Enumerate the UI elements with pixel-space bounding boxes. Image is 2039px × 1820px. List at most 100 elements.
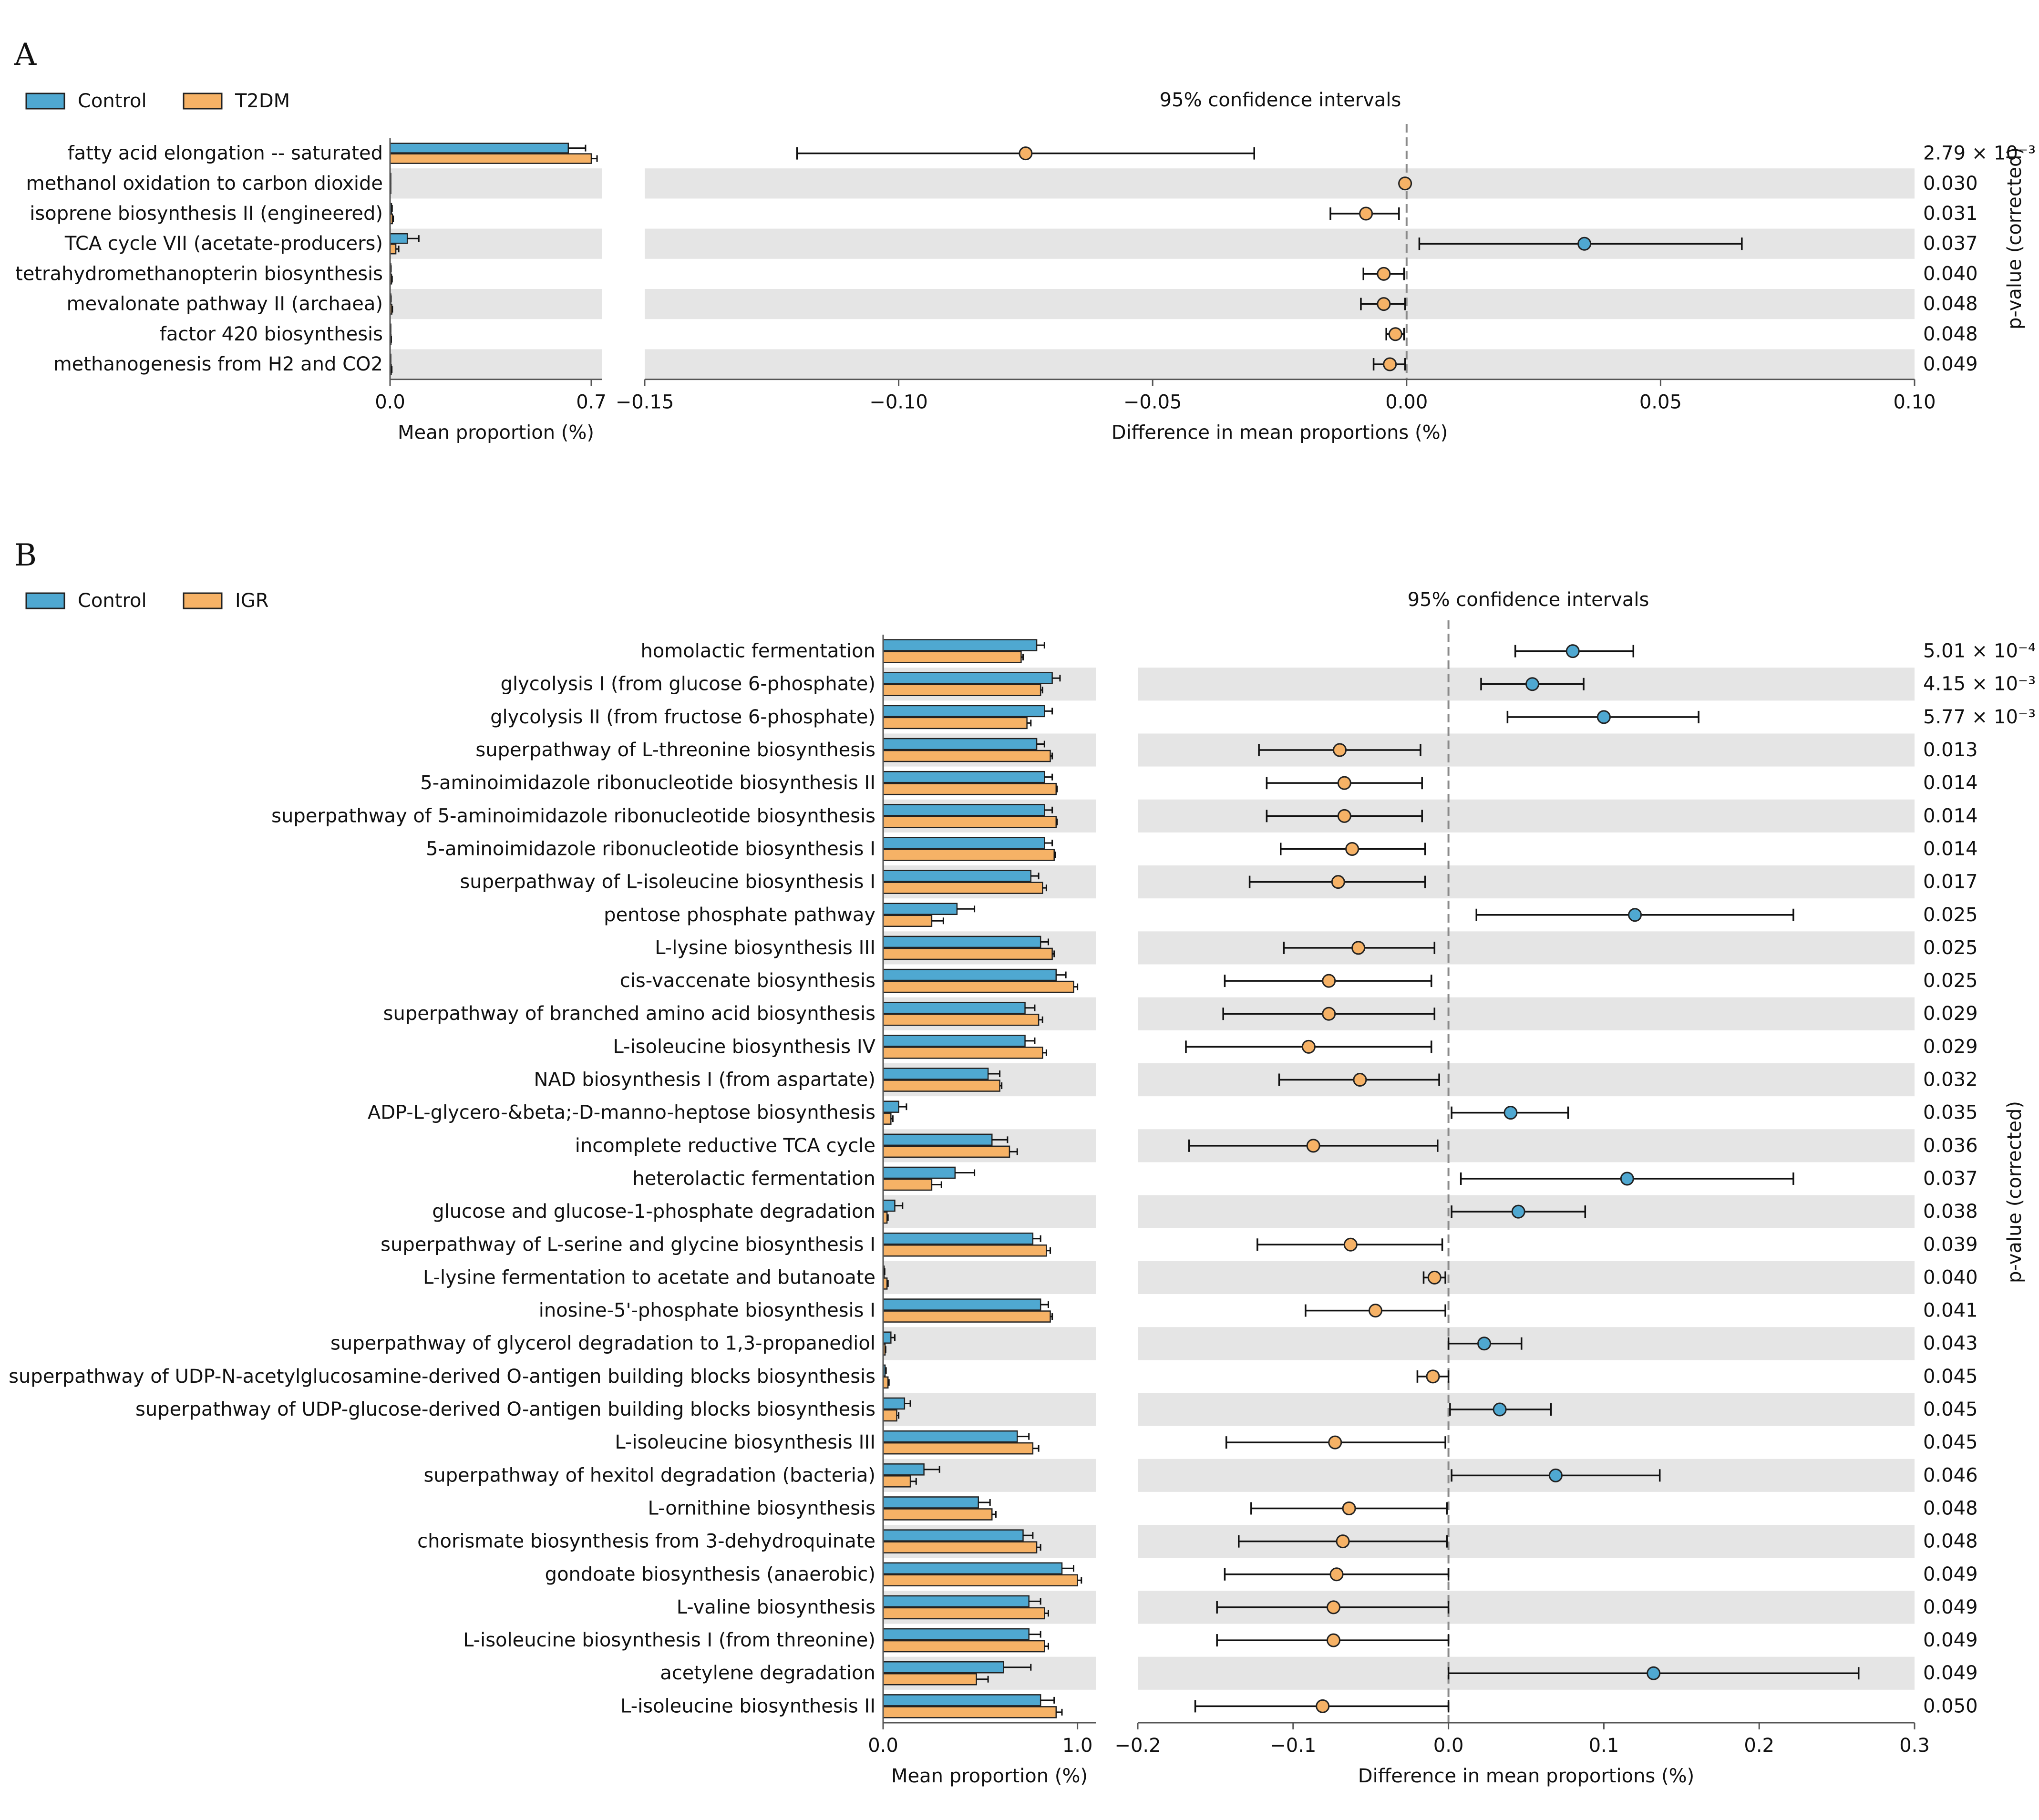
pathway-label: L-isoleucine biosynthesis III [615, 1431, 875, 1453]
ci-point [1359, 206, 1373, 221]
diff-axis-tick-label: −0.15 [616, 391, 674, 413]
p-value-label: 0.025 [1923, 970, 1978, 992]
mean-bar-control [882, 705, 1045, 718]
mean-bar-control [882, 1595, 1030, 1608]
row-shade-diff [1138, 931, 1915, 965]
mean-bar-control [882, 1199, 896, 1212]
mean-bar-case [389, 153, 592, 164]
diff-axis-tick-label: 0.0 [1433, 1735, 1464, 1757]
mean-bar-case [882, 1541, 1038, 1553]
p-value-label: 0.049 [1923, 353, 1978, 375]
mean-bar-control [389, 143, 569, 154]
ci-point [1327, 1600, 1341, 1614]
p-value-label: 0.045 [1923, 1431, 1978, 1453]
p-value-axis-title: p-value (corrected) [2004, 1101, 2026, 1283]
pathway-label: superpathway of L-serine and glycine bio… [381, 1234, 875, 1255]
mean-bar-control [882, 1298, 1041, 1311]
mean-bar-case [882, 1080, 1000, 1092]
p-value-label: 0.039 [1923, 1234, 1978, 1255]
pathway-label: superpathway of 5-aminoimidazole ribonuc… [271, 805, 875, 827]
mean-bar-case [882, 1376, 889, 1389]
diff-axis-tick-label: −0.2 [1114, 1735, 1161, 1757]
ci-point [1383, 357, 1397, 371]
pathway-label: glycolysis II (from fructose 6-phosphate… [490, 706, 875, 728]
mean-bar-control [882, 870, 1032, 882]
legend-swatch-igr [183, 592, 223, 609]
pathway-label: superpathway of L-threonine biosynthesis [475, 739, 875, 761]
mean-axis-tick-label: 0.0 [375, 391, 405, 413]
mean-bar-control [882, 1133, 993, 1146]
mean-bar-case [882, 1475, 911, 1488]
mean-bar-case [882, 1607, 1045, 1620]
p-value-label: 0.048 [1923, 293, 1978, 315]
mean-bar-case [882, 1706, 1057, 1718]
ci-point [1368, 1304, 1382, 1318]
row-shade-mean [883, 1327, 1096, 1360]
pathway-label: L-lysine biosynthesis III [655, 937, 875, 959]
diff-axis-tick-label: 0.2 [1744, 1735, 1774, 1757]
p-value-label: 0.045 [1923, 1398, 1978, 1420]
diff-axis-tick-label: −0.1 [1270, 1735, 1316, 1757]
diff-axis-title: Difference in mean proportions (%) [1358, 1765, 1694, 1787]
ci-point [1316, 1699, 1330, 1713]
mean-axis-tick-label: 1.0 [1062, 1735, 1093, 1757]
mean-bar-case [882, 1244, 1047, 1257]
row-shade-mean [883, 1393, 1096, 1426]
p-value-label: 0.037 [1923, 233, 1978, 255]
pathway-label: methanol oxidation to carbon dioxide [26, 173, 383, 195]
ci-title: 95% confidence intervals [1408, 589, 1649, 611]
legend-swatch-control [25, 93, 65, 110]
row-shade-diff [645, 289, 1915, 319]
ci-point [1628, 908, 1642, 922]
pathway-label: ADP-L-glycero-&beta;-D-manno-heptose bio… [368, 1102, 875, 1124]
diff-axis-title: Difference in mean proportions (%) [1112, 422, 1448, 444]
pathway-label: pentose phosphate pathway [604, 904, 875, 926]
mean-bar-control [882, 1463, 925, 1476]
mean-bar-control [882, 1166, 956, 1179]
mean-bar-case [882, 1640, 1045, 1653]
mean-bar-case [882, 1574, 1078, 1587]
ci-point [1333, 743, 1347, 757]
mean-bar-case [882, 1013, 1040, 1026]
p-value-label: 0.035 [1923, 1102, 1978, 1124]
ci-point [1493, 1402, 1507, 1417]
p-value-label: 0.032 [1923, 1069, 1978, 1091]
mean-axis-tick-label: 0.0 [868, 1735, 898, 1757]
panel-b: B Control IGR 95% confidence intervals homol… [9, 538, 2036, 1787]
row-shade-diff [1138, 1261, 1915, 1294]
pathway-label: superpathway of L-isoleucine biosynthesi… [460, 871, 875, 893]
panel-letter: A [14, 37, 37, 72]
ci-point [1596, 710, 1611, 724]
p-value-label: 0.029 [1923, 1003, 1978, 1025]
ci-point [1336, 1534, 1350, 1549]
p-value-label: 0.025 [1923, 937, 1978, 959]
mean-bar-control [882, 903, 958, 915]
ci-point [1398, 176, 1412, 191]
p-value-label: 0.049 [1923, 1629, 1978, 1651]
p-value-label: 0.036 [1923, 1135, 1978, 1157]
mean-axis-title: Mean proportion (%) [891, 1765, 1088, 1787]
ci-point [1577, 236, 1592, 251]
mean-bar-control [882, 1529, 1024, 1542]
mean-bar-control [882, 1100, 899, 1113]
mean-bar-control [882, 1661, 1004, 1674]
diff-axis-tick-label: −0.05 [1123, 391, 1182, 413]
mean-bar-control [882, 804, 1045, 816]
mean-bar-control [882, 1233, 1034, 1245]
panel-letter: B [14, 538, 37, 573]
pathway-label: incomplete reductive TCA cycle [575, 1135, 875, 1157]
p-value-label: 0.041 [1923, 1300, 1978, 1322]
diff-axis-tick-label: 0.3 [1899, 1735, 1930, 1757]
pathway-label: glycolysis I (from glucose 6-phosphate) [501, 673, 875, 695]
p-value-label: 0.049 [1923, 1662, 1978, 1684]
p-value-label: 0.046 [1923, 1464, 1978, 1486]
mean-bar-case [882, 717, 1028, 730]
p-value-label: 5.77 × 10⁻³ [1923, 706, 2036, 728]
mean-bar-case [882, 1047, 1043, 1059]
mean-bar-case [882, 1145, 1010, 1158]
ci-point [1477, 1337, 1492, 1351]
p-value-label: 0.049 [1923, 1563, 1978, 1585]
ci-point [1331, 875, 1345, 889]
pathway-label: isoprene biosynthesis II (engineered) [30, 203, 383, 225]
